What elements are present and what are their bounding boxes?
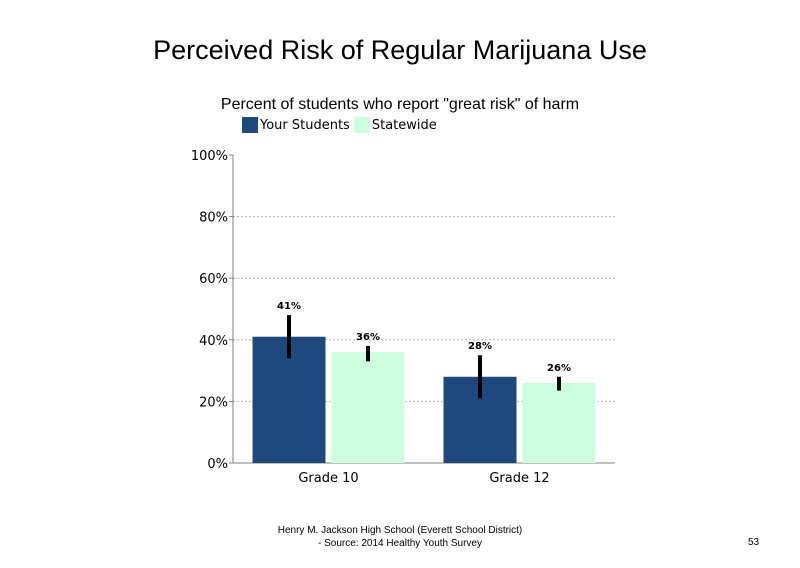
bar [331,352,405,463]
y-tick-label: 40% [199,334,228,349]
data-label: 28% [468,341,492,352]
x-tick-label: Grade 12 [489,471,549,486]
legend-label-your-students: Your Students [260,117,350,133]
chart-subtitle: Percent of students who report "great ri… [220,96,580,113]
y-tick-label: 100% [191,149,228,164]
data-label: 41% [277,301,301,312]
chart-title: Perceived Risk of Regular Marijuana Use [153,35,647,65]
legend: Your Students Statewide [242,117,441,133]
x-tick-label: Grade 10 [298,471,358,486]
bar [522,382,596,463]
legend-label-statewide: Statewide [371,117,437,133]
y-tick-label: 80% [199,211,228,226]
legend-item-statewide: Statewide [353,117,437,133]
footer-source: - Source: 2014 Healthy Youth Survey [318,538,482,549]
footer-school: Henry M. Jackson High School (Everett Sc… [277,525,523,536]
page-number: 53 [748,537,760,548]
legend-swatch-your-students [242,117,258,133]
y-tick-label: 0% [207,457,228,472]
data-label: 36% [356,332,380,343]
y-tick-label: 20% [199,395,228,410]
footer: Henry M. Jackson High School (Everett Sc… [200,524,600,550]
legend-item-your-students: Your Students [242,117,350,133]
y-tick-label: 60% [199,272,228,287]
data-label: 26% [547,363,571,374]
legend-swatch-statewide [353,117,370,133]
